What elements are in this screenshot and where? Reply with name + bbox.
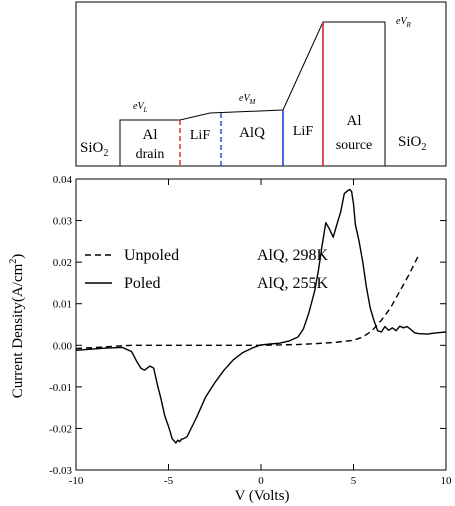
x-tick-label: 0: [258, 475, 264, 487]
y-axis-label: Current Density(A/cm2): [8, 254, 26, 399]
band-diagram-frame: [75, 1, 447, 167]
lif-right-label: LiF: [293, 124, 313, 139]
alq-label: AlQ: [239, 125, 265, 141]
legend-label: Unpoled: [124, 247, 179, 264]
x-tick-label: 5: [351, 475, 357, 487]
y-tick-label: 0.02: [53, 257, 72, 269]
y-tick-label: 0.03: [53, 216, 73, 228]
legend-detail: AlQ, 255K: [257, 275, 329, 292]
y-tick-label: 0.00: [53, 340, 73, 352]
legend-detail: AlQ, 298K: [257, 247, 329, 264]
ev-m-label: eVM: [239, 93, 257, 106]
sio2-right-label: SiO2: [398, 134, 426, 153]
x-tick-label: 10: [441, 475, 453, 487]
x-axis-label: V (Volts): [235, 488, 290, 504]
x-tick-label: -10: [69, 475, 84, 487]
y-tick-label: -0.02: [49, 423, 72, 435]
band-diagram: SiO2 Al drain LiF AlQ LiF Al source SiO2…: [75, 1, 447, 167]
series-line-unpoled: [75, 255, 419, 350]
y-tick-label: 0.01: [53, 299, 72, 311]
y-tick-label: 0.04: [53, 174, 73, 186]
sio2-left-label: SiO2: [80, 140, 108, 159]
al-drain-line2: drain: [136, 147, 165, 162]
legend-label: Poled: [124, 275, 160, 292]
al-drain-line1: Al: [143, 127, 158, 143]
x-tick-label: -5: [164, 475, 174, 487]
energy-level-profile: [119, 21, 386, 166]
y-tick-label: -0.03: [49, 465, 72, 477]
al-source-line1: Al: [347, 113, 362, 129]
ev-r-label: eVR: [396, 16, 412, 29]
plot-area-frame: [75, 178, 447, 471]
y-tick-label: -0.01: [49, 382, 72, 394]
al-source-line2: source: [336, 138, 373, 153]
ev-l-label: eVL: [133, 101, 148, 114]
series-line-poled: [75, 188, 447, 444]
lif-left-label: LiF: [190, 128, 210, 143]
